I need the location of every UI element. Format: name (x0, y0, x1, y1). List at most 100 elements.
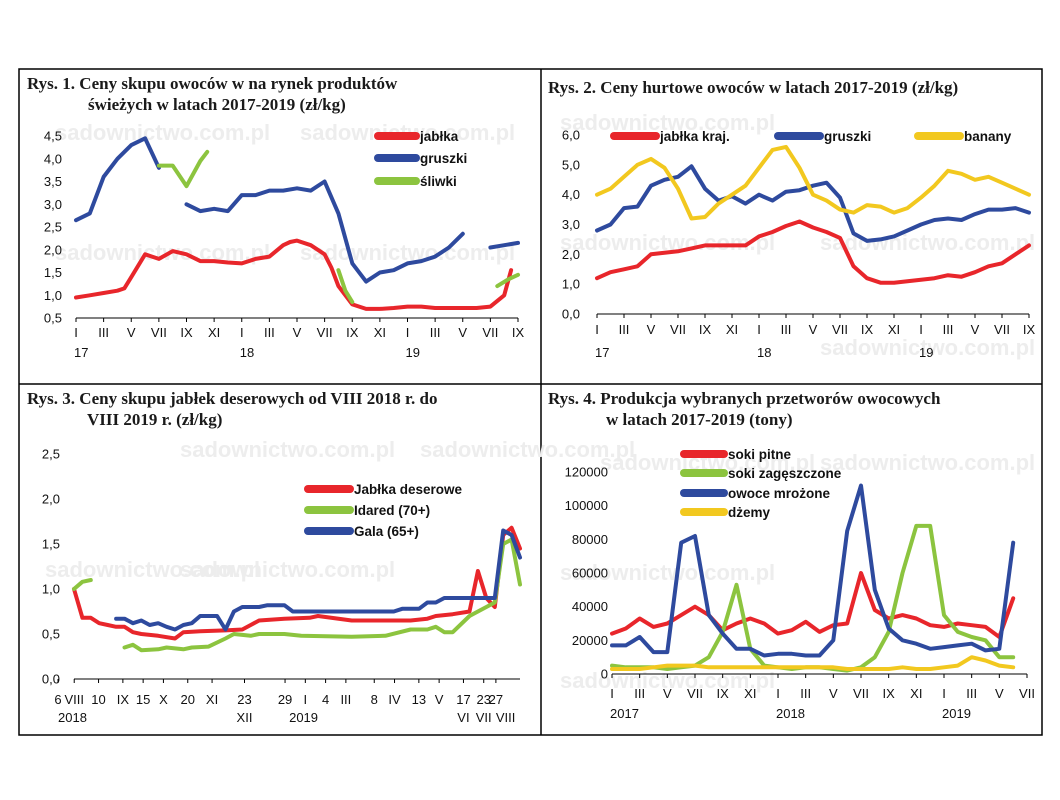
y-tick-label: 4,0 (44, 151, 62, 166)
y-tick-label: 2,0 (44, 242, 62, 257)
x-tick-label: V (663, 686, 672, 701)
x-year-label: 2018 (776, 706, 805, 721)
x-tick-label: VII (994, 322, 1010, 337)
y-tick-label: 1,0 (44, 288, 62, 303)
y-tick-label: 3,5 (44, 174, 62, 189)
x-tick-label: VII (832, 322, 848, 337)
x-tick-label: IX (512, 325, 525, 340)
x-tick-label: I (240, 325, 244, 340)
watermark-text: sadownictwo.com.pl (420, 437, 635, 462)
x-tick-label: 15 (136, 692, 150, 707)
chart4-title-line1: Rys. 4. Produkcja wybranych przetworów o… (548, 389, 941, 408)
x-tick-label: 10 (91, 692, 105, 707)
x-tick-label: I (776, 686, 780, 701)
y-tick-label: 100000 (565, 498, 608, 513)
x-tick-label: V (995, 686, 1004, 701)
y-tick-label: 4,5 (44, 129, 62, 144)
x-tick-label: III (619, 322, 630, 337)
x-tick-label: VII (853, 686, 869, 701)
x-tick-label: III (98, 325, 109, 340)
x-sub-label: VI (457, 710, 469, 725)
y-tick-label: 1,5 (42, 537, 60, 552)
series-line-śliwki (336, 268, 355, 305)
x-tick-label: XI (910, 686, 922, 701)
series-line-gruszki (184, 179, 465, 284)
x-tick-label: XI (726, 322, 738, 337)
x-tick-label: IX (117, 692, 130, 707)
x-tick-label: VII (317, 325, 333, 340)
x-tick-label: 8 (371, 692, 378, 707)
x-year-label: 17 (74, 345, 88, 360)
x-tick-label: III (264, 325, 275, 340)
x-tick-label: XI (206, 692, 218, 707)
legend-label: jabłka (419, 129, 459, 144)
y-tick-label: 6,0 (562, 128, 580, 143)
x-tick-label: 13 (412, 692, 426, 707)
y-tick-label: 40000 (572, 599, 608, 614)
y-tick-label: 1,0 (42, 582, 60, 597)
series-line-gruszki (595, 164, 1031, 243)
y-tick-label: 60000 (572, 566, 608, 581)
x-tick-label: I (919, 322, 923, 337)
legend-label: soki zagęszczone (728, 466, 842, 481)
panel-frame (18, 68, 1043, 736)
x-tick-label: IV (388, 692, 401, 707)
x-tick-label: VII (151, 325, 167, 340)
x-sub-label: XII (237, 710, 253, 725)
watermark-text: sadownictwo.com.pl (560, 668, 775, 693)
y-tick-label: 3,0 (44, 197, 62, 212)
legend-label: Jabłka deserowe (354, 482, 463, 497)
x-tick-label: I (406, 325, 410, 340)
x-tick-label: 20 (181, 692, 195, 707)
x-tick-label: V (809, 322, 818, 337)
legend-label: gruszki (824, 129, 871, 144)
chart-4: sadownictwo.com.pl sadownictwo.com.pl sado… (560, 447, 1035, 721)
series-line-banany (595, 144, 1031, 221)
series-line-gala-(65+) (114, 528, 522, 632)
legend-label: soki pitne (728, 447, 792, 462)
x-year-label: 19 (919, 345, 933, 360)
y-tick-label: 0,5 (44, 311, 62, 326)
series-line-jabłka-kraj. (595, 219, 1031, 285)
x-tick-label: VII (482, 325, 498, 340)
x-tick-label: XI (744, 686, 756, 701)
x-tick-label: III (943, 322, 954, 337)
x-year-label: 19 (406, 345, 420, 360)
x-tick-label: 27 (489, 692, 503, 707)
x-tick-label: V (293, 325, 302, 340)
x-tick-label: III (781, 322, 792, 337)
x-year-label: 2019 (942, 706, 971, 721)
series-line-śliwki (495, 272, 520, 289)
x-year-label: 18 (757, 345, 771, 360)
x-tick-label: IX (717, 686, 730, 701)
x-tick-label: 23 (476, 692, 490, 707)
y-tick-label: 0,5 (42, 627, 60, 642)
x-tick-label: 6 (54, 692, 61, 707)
watermark-text: sadownictwo.com.pl (820, 335, 1035, 360)
watermark-text: sadownictwo.com.pl (560, 110, 775, 135)
x-tick-label: IX (1023, 322, 1036, 337)
watermark-text: sadownictwo.com.pl (560, 560, 775, 585)
x-tick-label: V (458, 325, 467, 340)
y-tick-label: 20000 (572, 633, 608, 648)
chart3-title-line1: Rys. 3. Ceny skupu jabłek deserowych od … (27, 389, 437, 408)
legend-label: banany (964, 129, 1012, 144)
x-tick-label: IX (346, 325, 359, 340)
legend-label: gruszki (420, 151, 467, 166)
x-tick-label: XI (374, 325, 386, 340)
x-tick-label: V (127, 325, 136, 340)
x-tick-label: XI (208, 325, 220, 340)
series-line-idared-(70+) (122, 537, 522, 653)
x-tick-label: III (966, 686, 977, 701)
legend-label: jabłka kraj. (659, 129, 730, 144)
x-sub-label: VIII (496, 710, 516, 725)
x-tick-label: I (74, 325, 78, 340)
x-tick-label: III (634, 686, 645, 701)
x-tick-label: V (647, 322, 656, 337)
x-tick-label: III (340, 692, 351, 707)
watermark-text: sadownictwo.com.pl (300, 240, 515, 265)
y-tick-label: 2,0 (562, 247, 580, 262)
chart-3: sadownictwo.com.plsadownictwo.com.plsado… (42, 437, 635, 725)
legend-label: owoce mrożone (728, 486, 831, 501)
